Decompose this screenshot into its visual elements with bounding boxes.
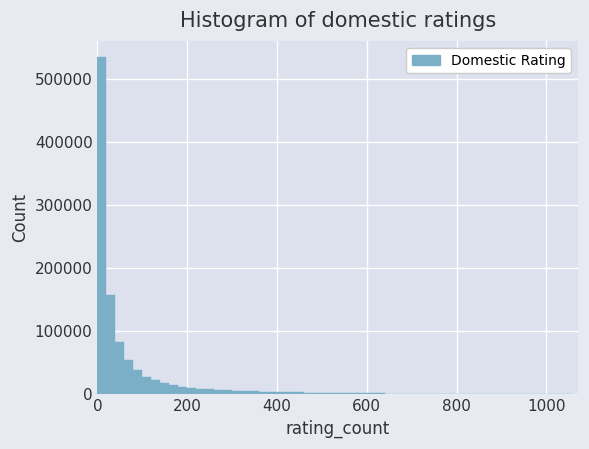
Bar [295,392,304,394]
Bar [358,393,367,394]
Title: Histogram of domestic ratings: Histogram of domestic ratings [180,11,496,31]
Bar [385,393,394,394]
Bar [178,387,187,394]
Bar [133,370,143,394]
Legend: Domestic Rating: Domestic Rating [406,48,571,73]
Bar [232,391,241,394]
Bar [187,388,196,394]
Bar [196,389,205,394]
Bar [376,393,385,394]
Bar [331,393,340,394]
Bar [250,391,259,394]
Y-axis label: Count: Count [11,193,29,242]
Bar [115,343,124,394]
Bar [151,380,160,394]
Bar [277,392,286,394]
Bar [322,393,331,394]
Bar [313,393,322,394]
Bar [107,295,115,394]
X-axis label: rating_count: rating_count [286,420,390,438]
Bar [286,392,295,394]
Bar [349,393,358,394]
Bar [223,390,232,394]
Bar [124,360,133,394]
Bar [340,393,349,394]
Bar [241,391,250,394]
Bar [367,393,376,394]
Bar [160,383,169,394]
Bar [143,377,151,394]
Bar [97,57,107,394]
Bar [268,392,277,394]
Bar [304,392,313,394]
Bar [205,389,214,394]
Bar [214,390,223,394]
Bar [259,392,268,394]
Bar [169,385,178,394]
